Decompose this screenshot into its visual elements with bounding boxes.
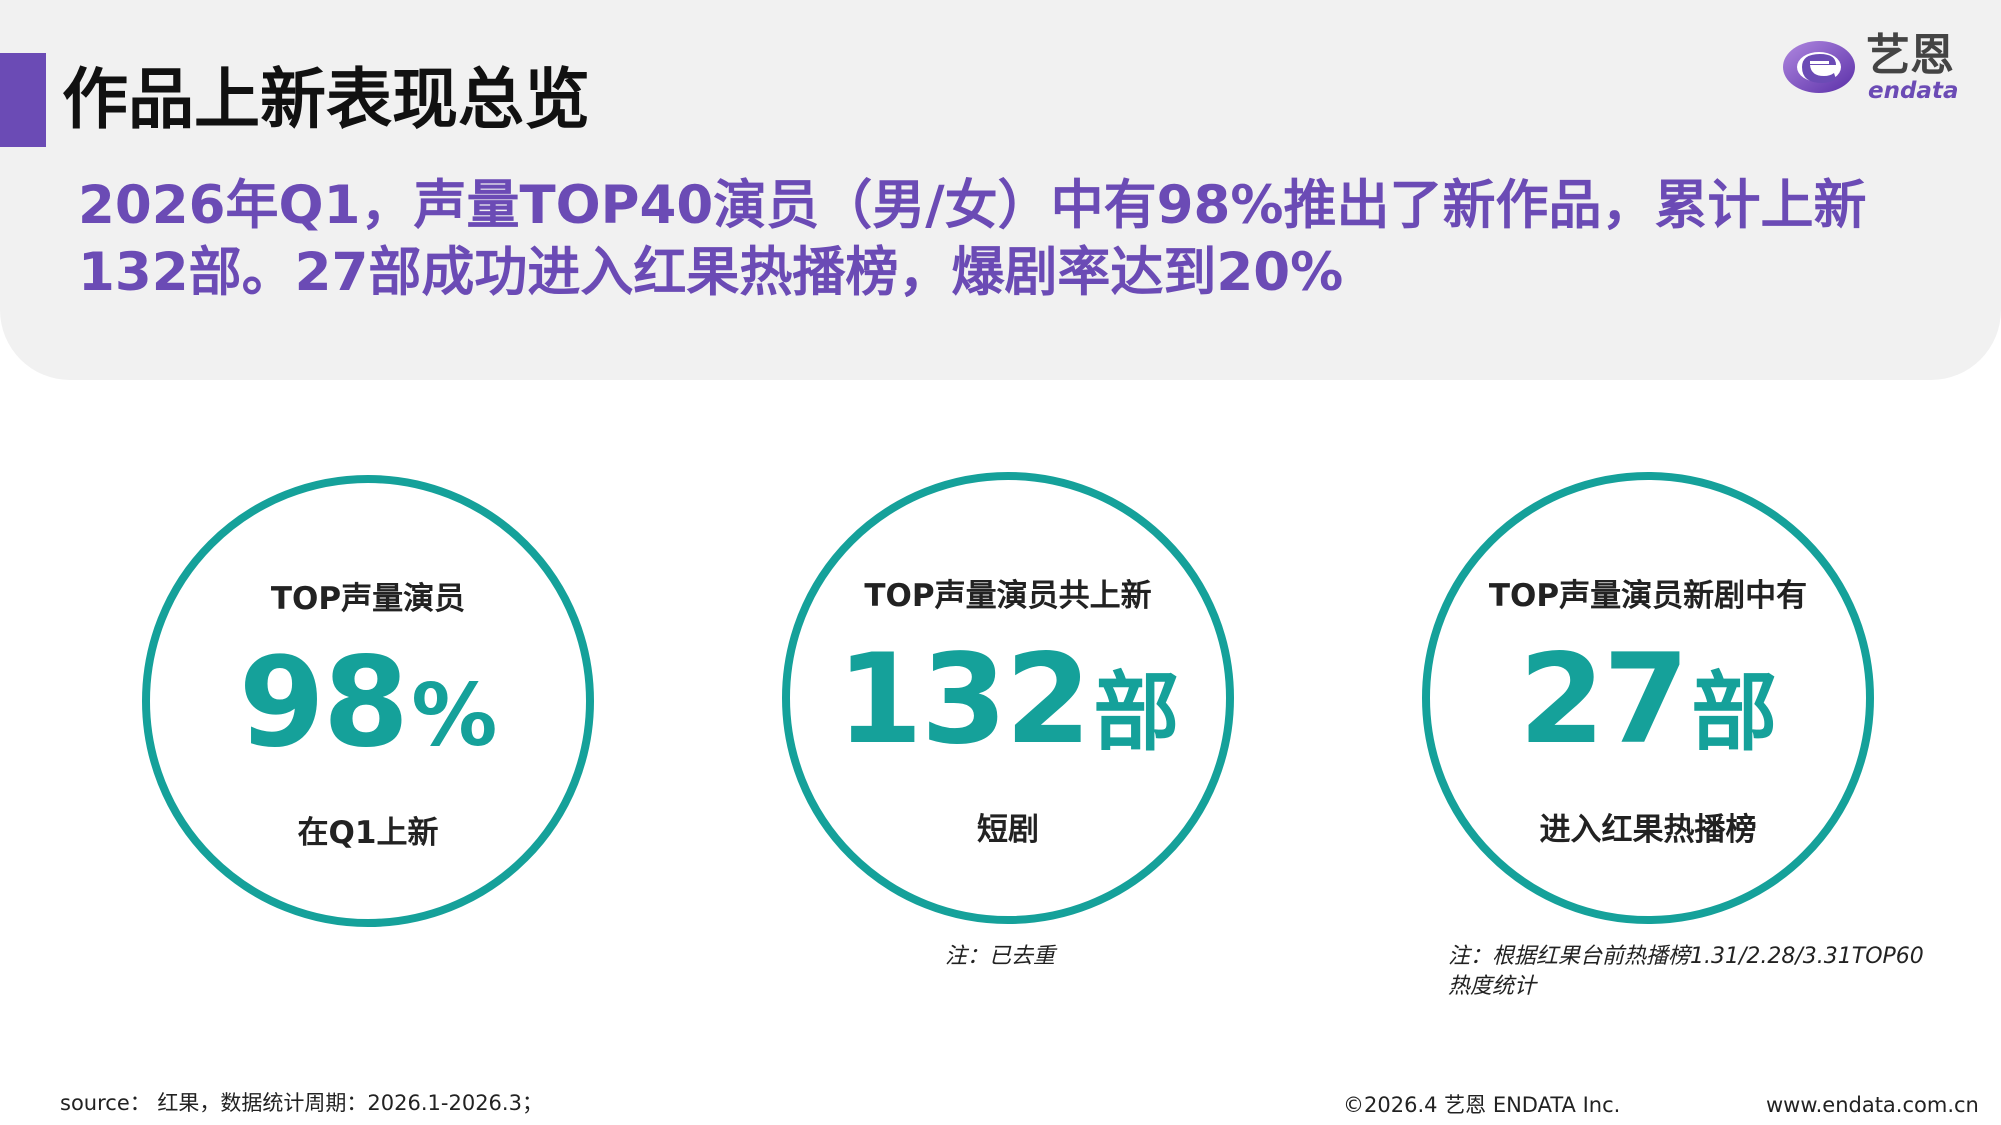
stat-number: 132 — [836, 628, 1092, 772]
stat-value: 132部 — [790, 630, 1226, 807]
footer-url: www.endata.com.cn — [1766, 1093, 1979, 1117]
note-dedup: 注：已去重 — [945, 944, 1056, 969]
logo-chinese-name: 艺恩 — [1866, 30, 1954, 81]
stat-label: TOP声量演员 — [270, 581, 466, 617]
stat-caption: 进入红果热播榜 — [1539, 812, 1757, 848]
stat-circle-new-works: TOP声量演员共上新 132部 短剧 — [782, 472, 1234, 924]
endata-logo-icon — [1783, 41, 1855, 93]
summary-text: 2026年Q1，声量TOP40演员（男/女）中有98%推出了新作品，累计上新13… — [78, 175, 1867, 303]
endata-logo: 艺恩 endata — [1780, 30, 1980, 104]
footer-copyright: ©2026.4 艺恩 ENDATA Inc. — [1343, 1093, 1621, 1117]
stat-unit: 部 — [1093, 663, 1180, 763]
page-title: 作品上新表现总览 — [62, 61, 590, 138]
title-accent-bar — [0, 53, 46, 147]
stat-label: TOP声量演员新剧中有 — [1488, 578, 1808, 614]
stat-value: 27部 — [1430, 630, 1866, 807]
footer-source: source： 红果，数据统计周期：2026.1-2026.3； — [60, 1091, 543, 1115]
logo-english-name: endata — [1868, 78, 1959, 104]
stat-unit: 部 — [1691, 663, 1778, 763]
stat-value: 98% — [150, 633, 586, 810]
stat-number: 98 — [238, 631, 410, 775]
stat-circle-actors: TOP声量演员 98% 在Q1上新 — [142, 475, 594, 927]
header-panel — [0, 0, 2001, 380]
stat-caption: 在Q1上新 — [297, 815, 439, 851]
stat-unit: % — [411, 666, 498, 766]
stat-caption: 短剧 — [977, 812, 1039, 848]
stat-circle-hot-list: TOP声量演员新剧中有 27部 进入红果热播榜 — [1422, 472, 1874, 924]
stat-label: TOP声量演员共上新 — [864, 578, 1152, 614]
note-ranking: 注：根据红果台前热播榜1.31/2.28/3.31TOP60热度统计 — [1448, 944, 1924, 999]
stat-number: 27 — [1518, 628, 1690, 772]
